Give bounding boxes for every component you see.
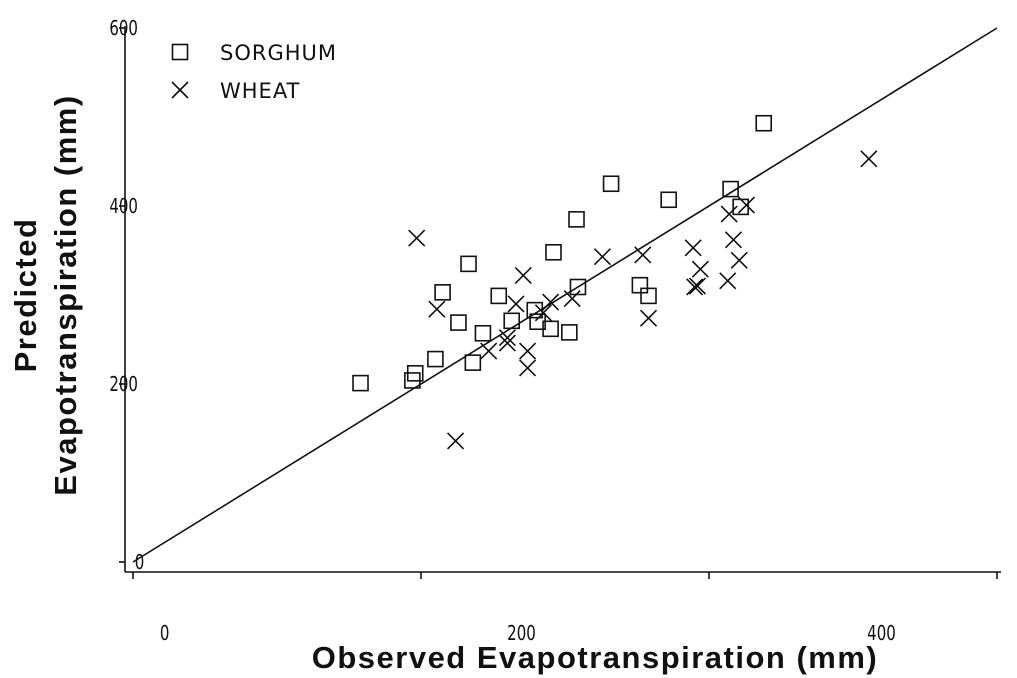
point (686, 278, 704, 296)
point (639, 309, 658, 327)
point (446, 432, 465, 450)
point (434, 284, 451, 301)
point (498, 334, 516, 352)
point (631, 276, 649, 294)
x-tick-label: 200 (507, 623, 536, 646)
point (498, 329, 516, 347)
x-tick-label: 400 (867, 623, 896, 646)
y-tick-label: 200 (109, 374, 138, 397)
y-tick-label: 600 (109, 18, 138, 41)
one-to-one-line (132, 27, 998, 563)
point (688, 277, 707, 295)
point (860, 150, 878, 168)
point (408, 229, 426, 247)
point (660, 191, 677, 209)
point (503, 312, 521, 330)
point (427, 350, 444, 368)
legend-label: SORGHUM (220, 41, 337, 65)
point (406, 365, 424, 382)
y-axis-label: Predicted (8, 218, 43, 373)
point (534, 304, 552, 322)
point (719, 272, 737, 290)
legend-marker (171, 81, 189, 99)
point (542, 293, 560, 311)
point (460, 255, 477, 273)
point (490, 287, 508, 305)
point (480, 342, 498, 360)
point (464, 354, 482, 371)
legend-label: WHEAT (220, 79, 300, 103)
point (602, 175, 620, 193)
point (593, 248, 612, 266)
y-axis-label: Evapotranspiration (mm) (48, 94, 83, 495)
point (526, 301, 544, 319)
x-axis-label: Observed Evapotranspiration (mm) (312, 640, 879, 675)
point (724, 231, 743, 249)
point (640, 287, 657, 305)
point (450, 314, 467, 331)
point (722, 180, 739, 198)
point (563, 289, 581, 308)
point (518, 342, 537, 360)
point (352, 374, 369, 392)
point (518, 359, 537, 377)
y-tick-label: 0 (135, 552, 145, 575)
point (737, 196, 756, 214)
point (507, 295, 525, 313)
point (634, 246, 652, 264)
point (691, 260, 709, 278)
y-tick-label: 400 (109, 196, 138, 219)
point (428, 300, 446, 318)
point (730, 251, 748, 269)
point (755, 114, 773, 132)
point (569, 278, 587, 296)
point (561, 324, 578, 341)
x-tick-label: 0 (160, 623, 170, 646)
point (568, 211, 585, 228)
legend-marker (171, 43, 189, 61)
point (542, 320, 559, 338)
point (684, 239, 702, 257)
point (720, 205, 738, 223)
point (545, 243, 562, 261)
point (514, 266, 532, 284)
point (474, 324, 492, 342)
